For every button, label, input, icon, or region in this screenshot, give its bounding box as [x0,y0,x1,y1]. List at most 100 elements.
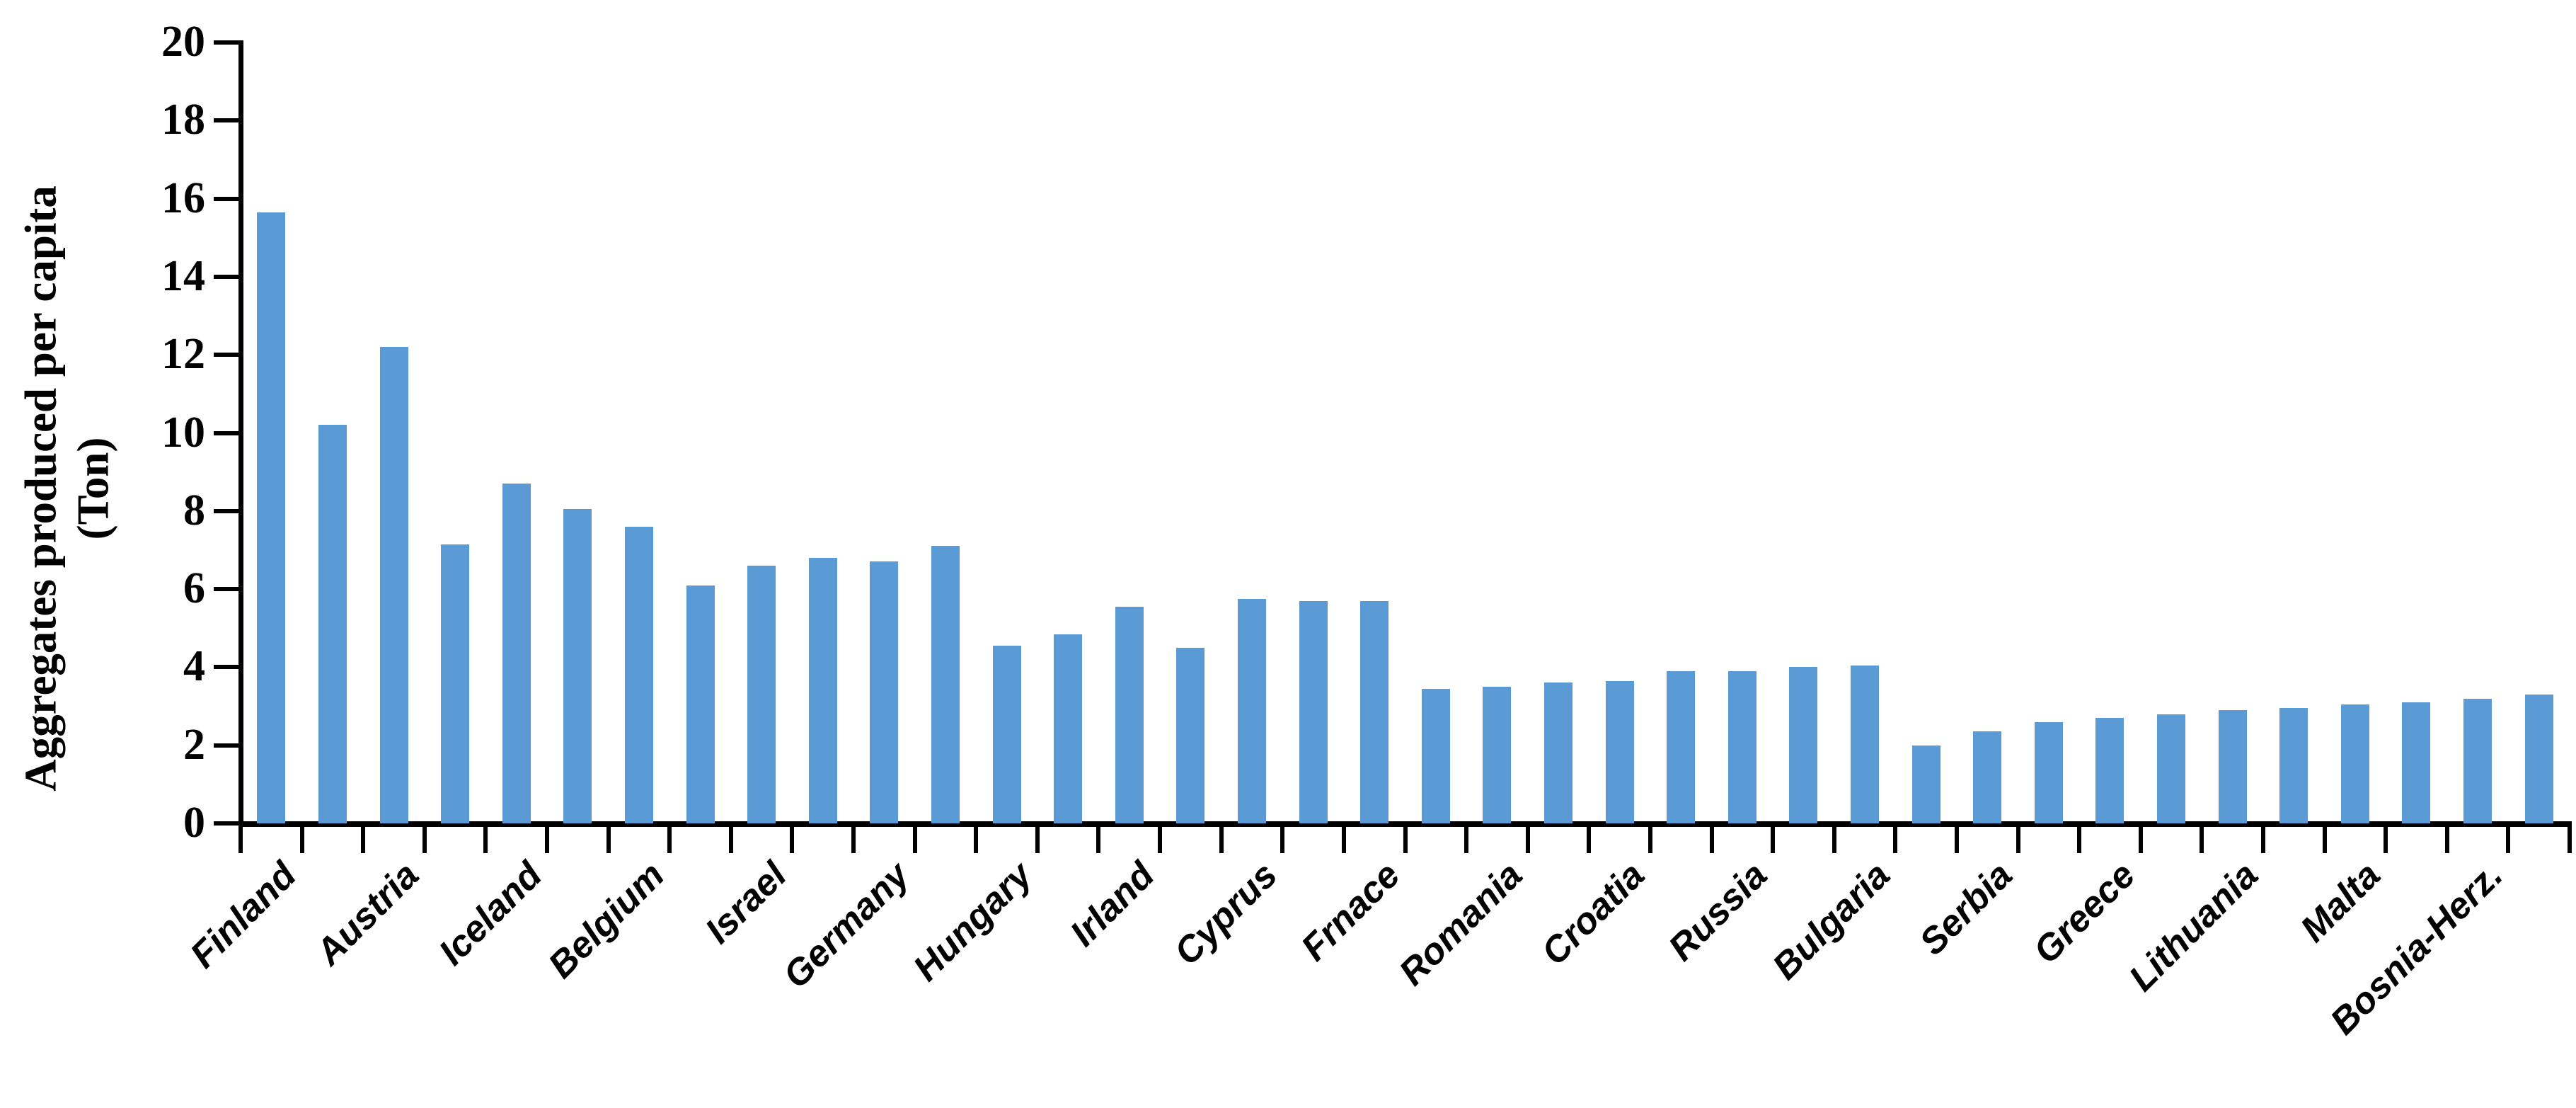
x-tick [1893,826,1898,853]
bar [2095,718,2124,823]
x-axis-line [238,821,2572,827]
x-tick [1158,826,1163,853]
x-category-label: Russia [1661,854,1776,969]
x-tick [2200,826,2204,853]
x-category-label: Bulgaria [1764,854,1898,988]
y-tick [214,821,241,826]
bar [992,646,1021,823]
bar [1789,667,1818,823]
x-category-label: Romania [1391,854,1531,994]
y-tick-label: 10 [161,408,205,457]
x-tick [728,826,733,853]
x-category-label: Iceland [430,854,550,973]
bar [2279,708,2308,823]
x-category-label: Belgium [540,854,672,986]
bar [441,544,470,823]
y-tick-label: 14 [161,251,205,300]
x-tick [851,826,856,853]
x-tick [422,826,427,853]
bar [808,557,837,823]
x-category-label: Croatia [1534,854,1653,973]
x-tick [1954,826,1959,853]
bar [1911,745,1940,823]
x-tick [238,826,243,853]
bar [1605,680,1634,823]
y-tick-label: 18 [161,96,205,144]
x-tick [1341,826,1346,853]
x-tick [1832,826,1836,853]
bar [1115,606,1144,823]
y-tick [214,587,241,592]
x-tick [2384,826,2388,853]
x-category-label: Austria [308,854,427,973]
bar [379,347,408,823]
y-tick-label: 0 [183,798,205,847]
bar [1544,682,1572,823]
bar [1851,665,1880,823]
x-category-label: Israel [697,854,795,952]
y-tick-label: 4 [183,642,205,691]
x-tick [545,826,550,853]
bar [1176,647,1205,823]
x-tick [606,826,611,853]
bar [1667,670,1696,823]
x-category-label: Cyprus [1166,854,1285,973]
x-tick [1096,826,1101,853]
y-tick-label: 12 [161,329,205,378]
bar [1054,634,1083,823]
y-tick [214,353,241,358]
bar [2340,704,2369,823]
y-tick [214,40,241,45]
y-tick [214,508,241,513]
y-tick-label: 20 [161,17,205,66]
bar [2218,710,2247,823]
x-tick [1771,826,1776,853]
bar [747,566,776,823]
y-tick-label: 6 [183,564,205,612]
x-tick [483,826,488,853]
y-tick [214,665,241,670]
y-tick [214,430,241,435]
y-axis-title-line2: (Ton) [69,437,118,540]
bar [2524,695,2553,823]
bar [2402,702,2431,823]
x-category-label: Germany [775,854,918,997]
x-tick [790,826,795,853]
x-category-label: Finland [183,854,305,976]
x-category-label: Malta [2292,854,2388,950]
x-tick [1464,826,1469,853]
x-tick [2322,826,2327,853]
bar [318,425,347,823]
y-tick [214,196,241,201]
x-tick [2077,826,2082,853]
bar [931,546,960,823]
x-category-label: Frnace [1293,854,1408,969]
y-tick-label: 8 [183,486,205,535]
y-tick [214,118,241,123]
y-tick [214,743,241,748]
x-category-label: Serbia [1911,854,2021,964]
bar [870,561,899,823]
x-tick [974,826,979,853]
bar [1360,600,1389,823]
x-category-label: Irland [1062,854,1163,955]
x-category-label: Lithuania [2121,854,2266,1000]
bar [2463,698,2492,823]
y-axis-title-line1: Aggregates produced per capita [16,185,66,792]
x-tick [1525,826,1530,853]
x-tick [2016,826,2020,853]
y-tick-label: 16 [161,173,205,222]
x-tick [1035,826,1040,853]
bar [2034,721,2063,823]
bar [563,509,592,823]
bar [257,212,286,823]
bar [2157,714,2186,823]
y-axis-title: Aggregates produced per capita (Ton) [15,185,120,792]
x-tick [2506,826,2511,853]
bar [1483,686,1512,823]
x-tick [1648,826,1652,853]
x-tick [299,826,304,853]
x-tick [361,826,366,853]
x-tick [1280,826,1285,853]
